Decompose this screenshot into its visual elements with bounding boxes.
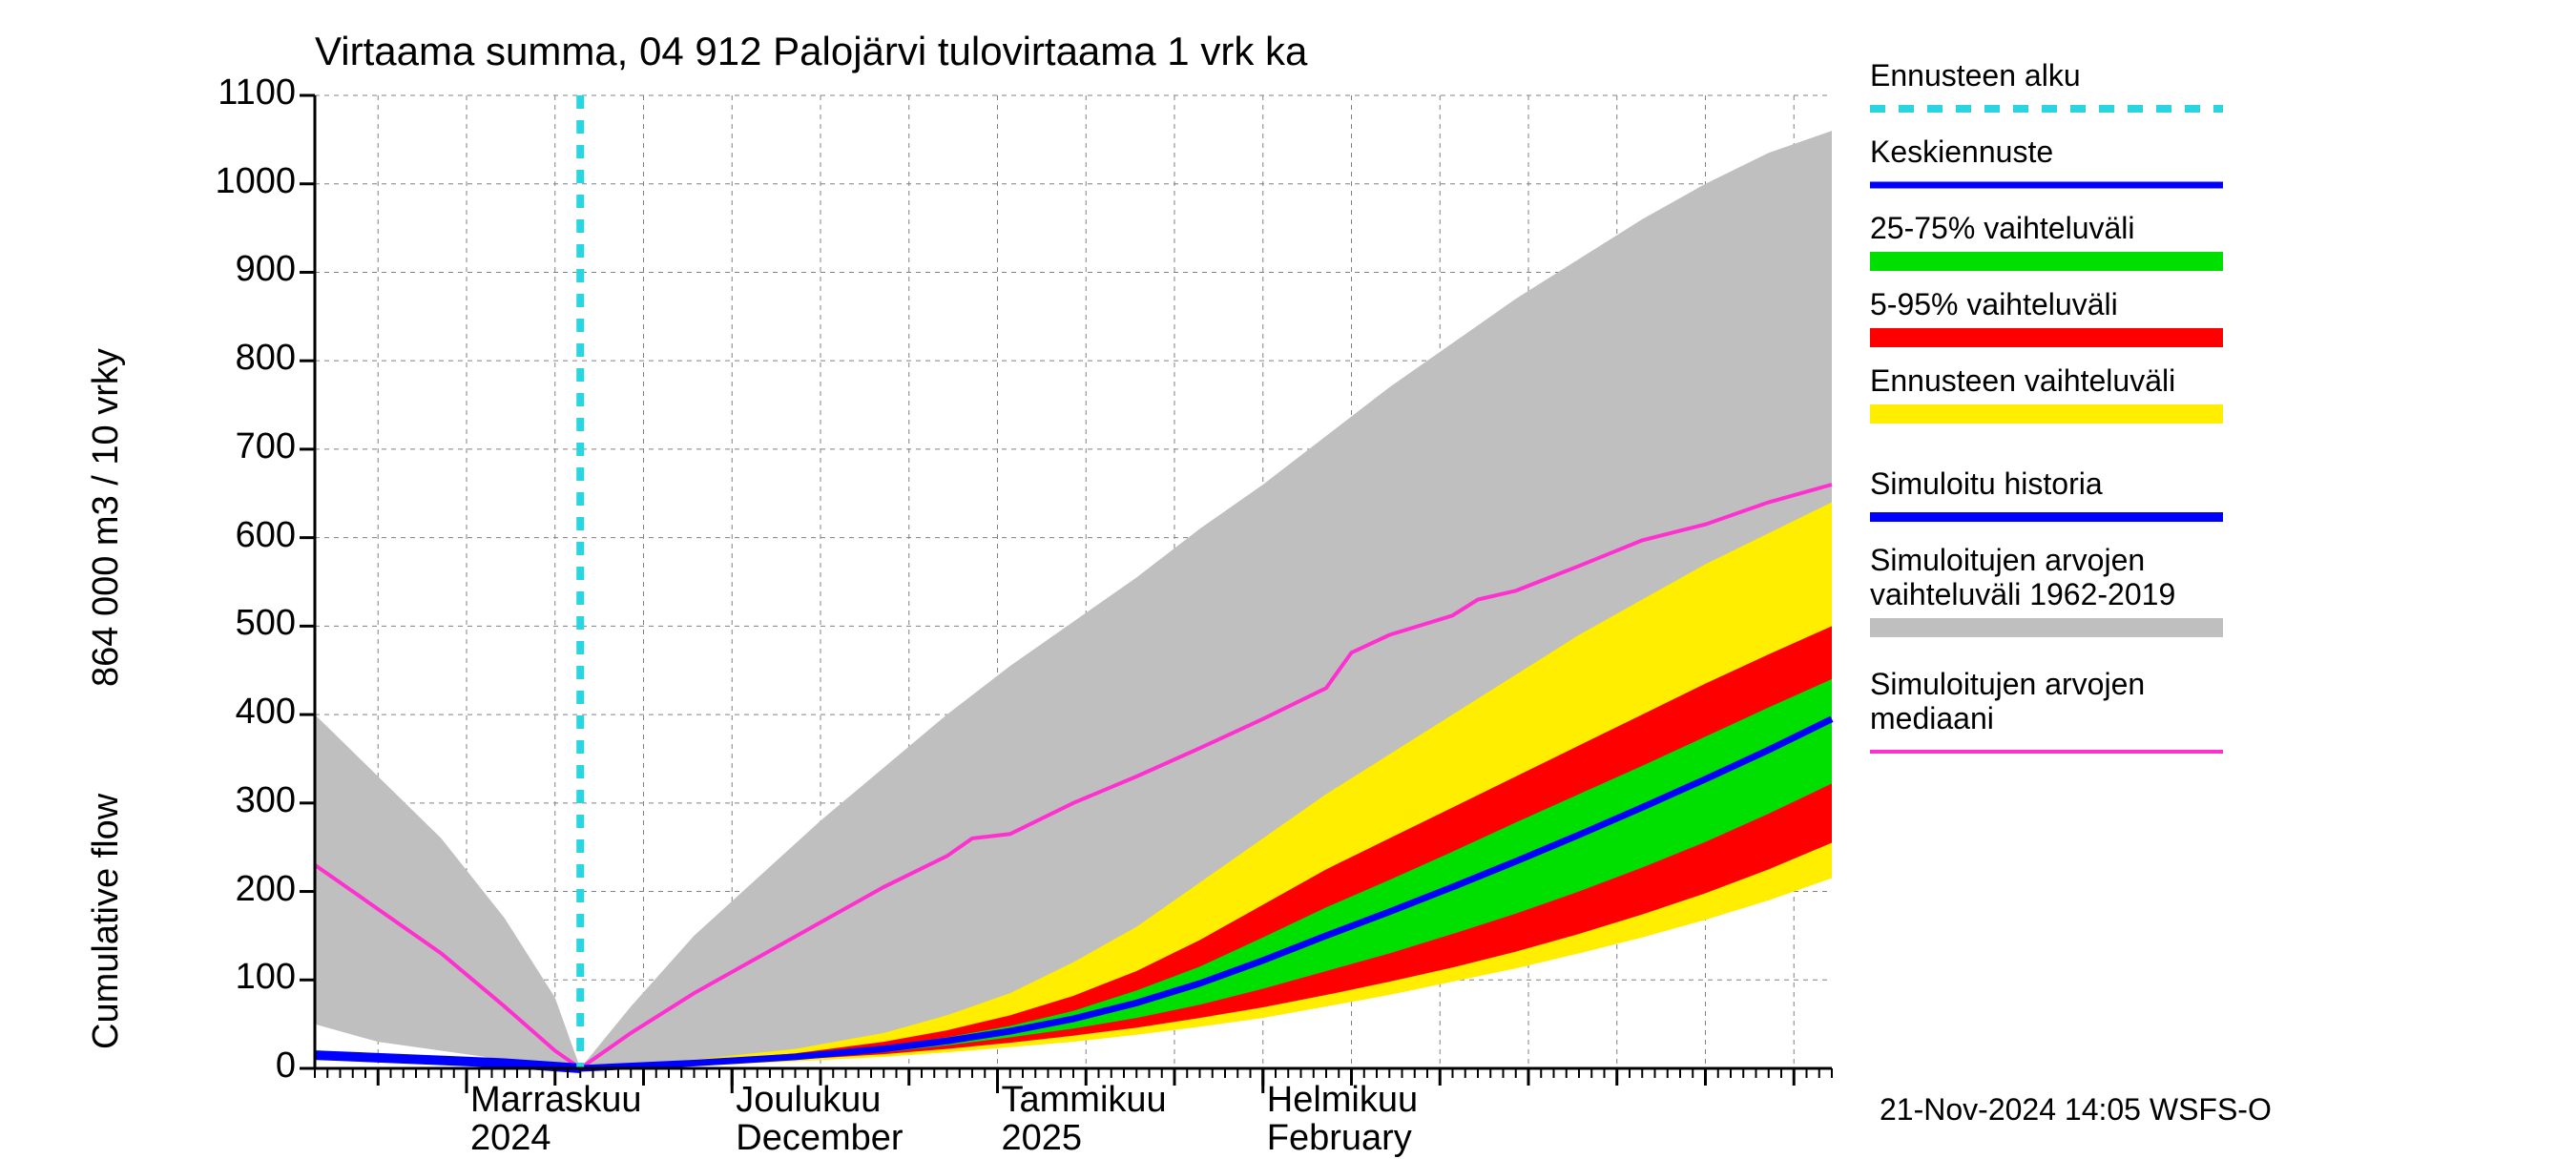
y-tick-label: 600 [191, 515, 296, 556]
legend-label: Simuloitu historia [1870, 467, 2103, 501]
x-tick-label: Joulukuu [736, 1080, 881, 1121]
x-tick-label-2: December [736, 1118, 903, 1159]
y-tick-label: 0 [191, 1045, 296, 1087]
legend-label: Ennusteen alku [1870, 59, 2081, 93]
legend-swatch [1870, 252, 2223, 271]
legend-label: Simuloitujen arvojen [1870, 668, 2145, 701]
y-tick-label: 1000 [191, 161, 296, 202]
chart-container: Virtaama summa, 04 912 Palojärvi tulovir… [0, 0, 2576, 1145]
x-tick-label: Helmikuu [1267, 1080, 1418, 1121]
legend-label: Keskiennuste [1870, 135, 2053, 169]
legend-swatch [1870, 404, 2223, 424]
plot-area [0, 0, 2576, 1145]
legend-swatch [1870, 328, 2223, 347]
x-tick-label: Marraskuu [470, 1080, 642, 1121]
y-tick-label: 500 [191, 603, 296, 644]
legend-label: 25-75% vaihteluväli [1870, 212, 2135, 245]
x-tick-label-2: 2025 [1002, 1118, 1083, 1159]
y-tick-label: 100 [191, 957, 296, 998]
x-tick-label-2: February [1267, 1118, 1412, 1159]
y-tick-label: 1100 [191, 72, 296, 114]
y-tick-label: 800 [191, 338, 296, 379]
x-tick-label-2: 2024 [470, 1118, 551, 1159]
y-tick-label: 700 [191, 426, 296, 467]
legend-swatch [1870, 618, 2223, 637]
legend-label: vaihteluväli 1962-2019 [1870, 578, 2175, 611]
y-tick-label: 200 [191, 869, 296, 910]
y-tick-label: 400 [191, 692, 296, 733]
legend-label: Simuloitujen arvojen [1870, 544, 2145, 577]
legend-label: 5-95% vaihteluväli [1870, 288, 2118, 321]
y-tick-label: 300 [191, 780, 296, 821]
x-tick-label: Tammikuu [1002, 1080, 1167, 1121]
y-tick-label: 900 [191, 249, 296, 290]
legend-label: mediaani [1870, 702, 1994, 735]
legend-label: Ennusteen vaihteluväli [1870, 364, 2175, 398]
